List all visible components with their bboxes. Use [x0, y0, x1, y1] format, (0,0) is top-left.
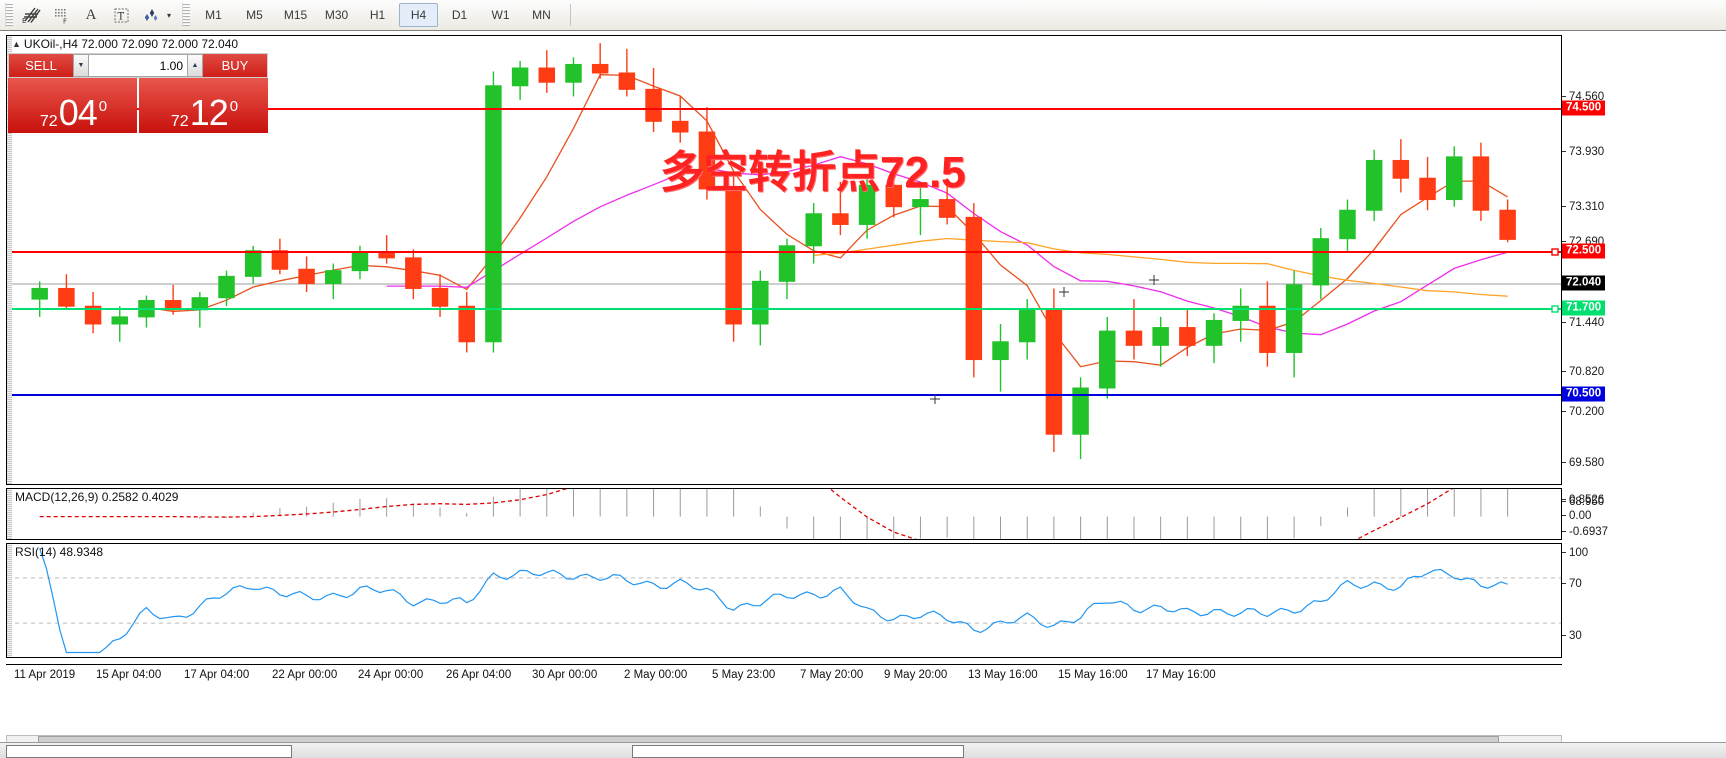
time-label: 15 Apr 04:00 — [96, 669, 162, 681]
timeframe-list[interactable]: M1 M5 M15 M30 H1 H4 D1 W1 MN — [193, 3, 562, 27]
price-tick-70200: 70.200 — [1562, 406, 1604, 418]
grid-f-icon[interactable]: F — [46, 2, 76, 28]
price-tick-68950: 68.950 — [1562, 496, 1604, 508]
taskbar-item[interactable] — [6, 745, 292, 758]
macd-pane[interactable]: MACD(12,26,9) 0.2582 0.4029 — [6, 488, 1562, 540]
timeframe-m15[interactable]: M15 — [283, 8, 308, 22]
rsi-tick-70: 70 — [1562, 578, 1582, 590]
time-label: 11 Apr 2019 — [14, 669, 76, 681]
collapse-icon[interactable]: ▲ — [12, 39, 21, 49]
resistance-74500-tag[interactable]: 74.500 — [1562, 100, 1606, 116]
toolbar-divider — [570, 4, 572, 26]
time-label: 7 May 20:00 — [800, 669, 864, 681]
sell-button[interactable]: SELL — [9, 54, 73, 77]
time-label: 30 Apr 00:00 — [532, 669, 598, 681]
symbol-header: ▲ UKOil-,H4 72.000 72.090 72.000 72.040 — [12, 37, 238, 51]
objects-dropdown-caret-icon[interactable]: ▾ — [167, 10, 172, 20]
time-label: 17 May 16:00 — [1146, 669, 1216, 681]
buy-button[interactable]: BUY — [203, 54, 267, 77]
rsi-label: RSI(14) 48.9348 — [15, 545, 104, 559]
price-tick-71440: 71.440 — [1562, 317, 1604, 329]
symbol-header-text: UKOil-,H4 72.000 72.090 72.000 72.040 — [23, 37, 239, 51]
macd-tick-06937: -0.6937 — [1562, 526, 1608, 538]
buy-price-big-figure: 72 — [170, 113, 189, 130]
timeframe-m30[interactable]: M30 — [324, 8, 349, 22]
macd-label: MACD(12,26,9) 0.2582 0.4029 — [15, 490, 179, 504]
text-label-icon[interactable]: T — [106, 2, 136, 28]
time-label: 22 Apr 00:00 — [272, 669, 338, 681]
timeframe-mn[interactable]: MN — [532, 8, 551, 22]
svg-text:F: F — [63, 18, 67, 25]
timeframe-d1[interactable]: D1 — [451, 8, 468, 22]
macd-tick-08526: 0.8526 — [1562, 494, 1604, 506]
time-label: 2 May 00:00 — [624, 669, 688, 681]
main-toolbar[interactable]: E F A T ▾ M1 M5 M15 M30 H — [0, 0, 1726, 31]
time-label: 9 May 20:00 — [884, 669, 948, 681]
taskbar-item[interactable] — [632, 745, 964, 758]
timeframe-w1[interactable]: W1 — [491, 8, 510, 22]
sell-price-fraction: 0 — [98, 98, 108, 115]
macd-tick-000: 0.00 — [1562, 510, 1591, 522]
volume-decrease-button[interactable]: ▼ — [73, 54, 89, 77]
toolbar-grip[interactable] — [5, 3, 13, 27]
timeframe-m5[interactable]: M5 — [246, 8, 263, 22]
price-tick-69580: 69.580 — [1562, 457, 1604, 469]
chart-templates-icon[interactable]: E — [16, 2, 46, 28]
rsi-canvas — [7, 548, 1561, 654]
support-71700-tag[interactable]: 71.700 — [1562, 300, 1606, 316]
time-label: 17 Apr 04:00 — [184, 669, 250, 681]
price-tick-73310: 73.310 — [1562, 201, 1604, 213]
price-tick-70820: 70.820 — [1562, 366, 1604, 378]
price-tick-74560: 74.560 — [1562, 91, 1604, 103]
candlestick-canvas — [7, 43, 1561, 460]
support-70500-tag[interactable]: 70.500 — [1562, 386, 1606, 402]
macd-scale: 0.8526 0.00 -0.6937 — [1562, 488, 1726, 540]
buy-price-display[interactable]: 72 12 0 — [139, 78, 268, 133]
price-tick-73930: 73.930 — [1562, 146, 1604, 158]
buy-price-fraction: 0 — [229, 98, 239, 115]
rsi-tick-30: 30 — [1562, 630, 1582, 642]
sell-price-display[interactable]: 72 04 0 — [8, 78, 137, 133]
time-label: 26 Apr 04:00 — [446, 669, 512, 681]
time-label: 13 May 16:00 — [968, 669, 1038, 681]
macd-left-grip[interactable] — [7, 489, 12, 539]
one-click-trading-panel[interactable]: SELL ▼ 1.00 ▲ BUY 72 04 0 72 12 0 — [8, 53, 268, 133]
taskbar[interactable] — [0, 742, 1726, 758]
sell-price-big-figure: 72 — [39, 113, 58, 130]
chart-annotation-text: 多空转折点72.5 — [660, 148, 966, 197]
rsi-left-grip[interactable] — [7, 544, 12, 657]
chart-area[interactable]: MACD(12,26,9) 0.2582 0.4029 RSI(14) 48.9… — [0, 30, 1726, 745]
timeframe-h1[interactable]: H1 — [369, 8, 386, 22]
text-tool-icon[interactable]: A — [85, 6, 97, 23]
last-price-tag[interactable]: 72.040 — [1562, 275, 1606, 291]
pivot-72500-tag[interactable]: 72.500 — [1562, 243, 1606, 259]
sell-price-pips: 04 — [58, 92, 98, 133]
svg-text:T: T — [117, 12, 124, 23]
time-label: 15 May 16:00 — [1058, 669, 1128, 681]
pane-left-grip[interactable] — [7, 36, 12, 484]
volume-input[interactable]: 1.00 — [89, 54, 187, 77]
objects-icon[interactable] — [136, 2, 166, 28]
price-scale[interactable]: 74.560 73.930 73.310 72.690 71.440 70.820 70.2… — [1562, 35, 1726, 508]
timeframe-h4[interactable]: H4 — [399, 3, 439, 27]
buy-price-pips: 12 — [189, 92, 229, 133]
macd-canvas — [39, 489, 1509, 539]
timeframe-m1[interactable]: M1 — [205, 8, 222, 22]
time-label: 24 Apr 00:00 — [358, 669, 424, 681]
rsi-scale: 100 70 30 — [1562, 543, 1726, 658]
rsi-tick-100: 100 — [1562, 547, 1588, 559]
time-axis[interactable]: 11 Apr 2019 15 Apr 04:00 17 Apr 04:00 22 Ap… — [6, 664, 1562, 689]
rsi-pane[interactable]: RSI(14) 48.9348 — [6, 543, 1562, 658]
volume-increase-button[interactable]: ▲ — [187, 54, 203, 77]
timeframe-grip[interactable] — [182, 3, 191, 27]
svg-text:E: E — [22, 17, 26, 24]
time-label: 5 May 23:00 — [712, 669, 776, 681]
